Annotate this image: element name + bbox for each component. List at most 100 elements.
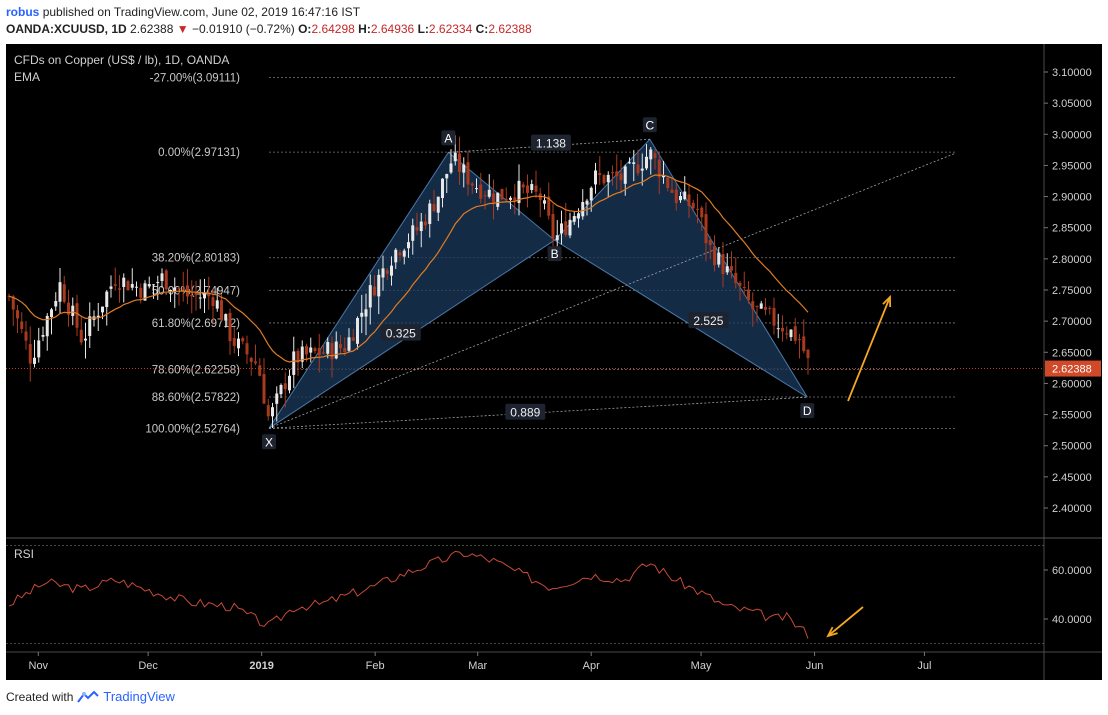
ratio-badge <box>380 324 421 341</box>
candle-body <box>181 288 185 290</box>
candle-body <box>666 177 670 189</box>
tradingview-brand-link[interactable]: TradingView <box>103 689 175 704</box>
chart-header: robus published on TradingView.com, June… <box>6 4 532 38</box>
candle-body <box>585 200 589 205</box>
candle-body <box>164 270 168 290</box>
low-value: 2.62334 <box>428 22 473 36</box>
candle-body <box>674 189 678 203</box>
candle-body <box>700 207 704 218</box>
candle-body <box>798 339 801 341</box>
candle-body <box>360 312 364 317</box>
candle-body <box>781 327 784 332</box>
candle-body <box>241 338 245 342</box>
candle-body <box>275 393 279 404</box>
candle-body <box>75 303 79 328</box>
low-label: L: <box>417 22 429 36</box>
candle-body <box>691 202 695 209</box>
candle-body <box>16 310 19 319</box>
pattern-point-badge <box>441 130 456 146</box>
projection-arrow-head <box>882 294 892 308</box>
publisher-line: robus published on TradingView.com, June… <box>6 4 532 21</box>
projection-arrow <box>847 296 891 402</box>
candle-body <box>33 357 36 364</box>
candle-body <box>470 183 474 186</box>
pattern-point-x: X <box>265 435 273 449</box>
candle-body <box>271 407 274 417</box>
candle-body <box>126 281 130 291</box>
candle-body <box>71 305 75 316</box>
candle-body <box>330 343 334 360</box>
candle-body <box>428 203 432 224</box>
candle-body <box>84 338 87 341</box>
candle-body <box>50 309 53 318</box>
candle-body <box>381 268 385 278</box>
candle-body <box>441 178 444 199</box>
candle-body <box>292 351 296 375</box>
candle-body <box>207 293 211 297</box>
symbol-line: OANDA:XCUUSD, 1D 2.62388 ▼ −0.01910 (−0.… <box>6 21 532 38</box>
footer: Created with TradingView <box>6 689 175 704</box>
publisher-user[interactable]: robus <box>6 5 40 19</box>
candle-body <box>54 300 58 307</box>
candle-body <box>190 294 194 297</box>
chart-svg[interactable]: -27.00%(3.09111) 0.00%(2.97131) 38.20%(2.8… <box>6 44 1102 680</box>
candle-body <box>101 306 104 313</box>
publish-info: published on TradingView.com, June 02, 2… <box>42 5 361 19</box>
candle-body <box>160 273 164 281</box>
candle-body <box>407 242 410 249</box>
price-tick-label: 2.70000 <box>1052 316 1092 328</box>
candle-body <box>122 277 126 287</box>
candle-body <box>687 194 691 207</box>
time-tick-label: Jun <box>806 660 824 672</box>
candle-body <box>530 184 534 190</box>
ratio-badge <box>530 134 571 151</box>
candle-body <box>577 213 580 219</box>
candle-body <box>453 152 457 162</box>
candle-body <box>598 173 602 175</box>
price-tick-label: 2.75000 <box>1052 285 1092 297</box>
candle-body <box>636 164 640 174</box>
chart-area[interactable]: -27.00%(3.09111) 0.00%(2.97131) 38.20%(2.8… <box>6 44 1102 680</box>
pattern-bcd-triangle <box>553 138 808 398</box>
candle-body <box>449 163 453 173</box>
candle-body <box>109 286 113 289</box>
candle-body <box>759 303 763 309</box>
candle-body <box>118 288 121 290</box>
candle-body <box>764 306 767 310</box>
candle-body <box>721 254 725 275</box>
created-with-label: Created with <box>6 689 74 704</box>
candle-body <box>147 284 151 287</box>
candle-body <box>194 292 198 296</box>
candle-body <box>211 297 215 307</box>
candle-body <box>67 302 70 315</box>
candle-body <box>738 282 742 287</box>
candle-body <box>479 184 483 199</box>
candle-body <box>79 329 83 343</box>
candle-body <box>555 235 559 241</box>
price-tick-label: 3.00000 <box>1052 129 1092 141</box>
candle-body <box>466 162 470 185</box>
pattern-point-badge <box>642 117 657 133</box>
rsi-line <box>8 550 809 639</box>
candle-body <box>560 223 563 234</box>
candle-body <box>606 174 610 183</box>
pattern-point-c: C <box>645 118 654 132</box>
candle-body <box>198 297 202 299</box>
candle-body <box>475 188 478 190</box>
candle-body <box>504 198 508 200</box>
candle-body <box>594 170 597 185</box>
candle-body <box>793 326 797 341</box>
down-arrow-icon: ▼ <box>176 22 189 36</box>
candle-body <box>339 344 342 349</box>
candle-body <box>288 375 291 391</box>
price-tick-label: 3.05000 <box>1052 98 1092 110</box>
candle-body <box>751 301 755 310</box>
candle-body <box>373 286 376 296</box>
candle-body <box>543 200 546 204</box>
rsi-tick-label: 40.0000 <box>1052 614 1092 626</box>
candle-body <box>708 239 712 246</box>
candle-body <box>28 344 32 364</box>
candle-body <box>309 347 313 353</box>
candle-body <box>317 348 321 356</box>
candle-body <box>326 341 330 354</box>
